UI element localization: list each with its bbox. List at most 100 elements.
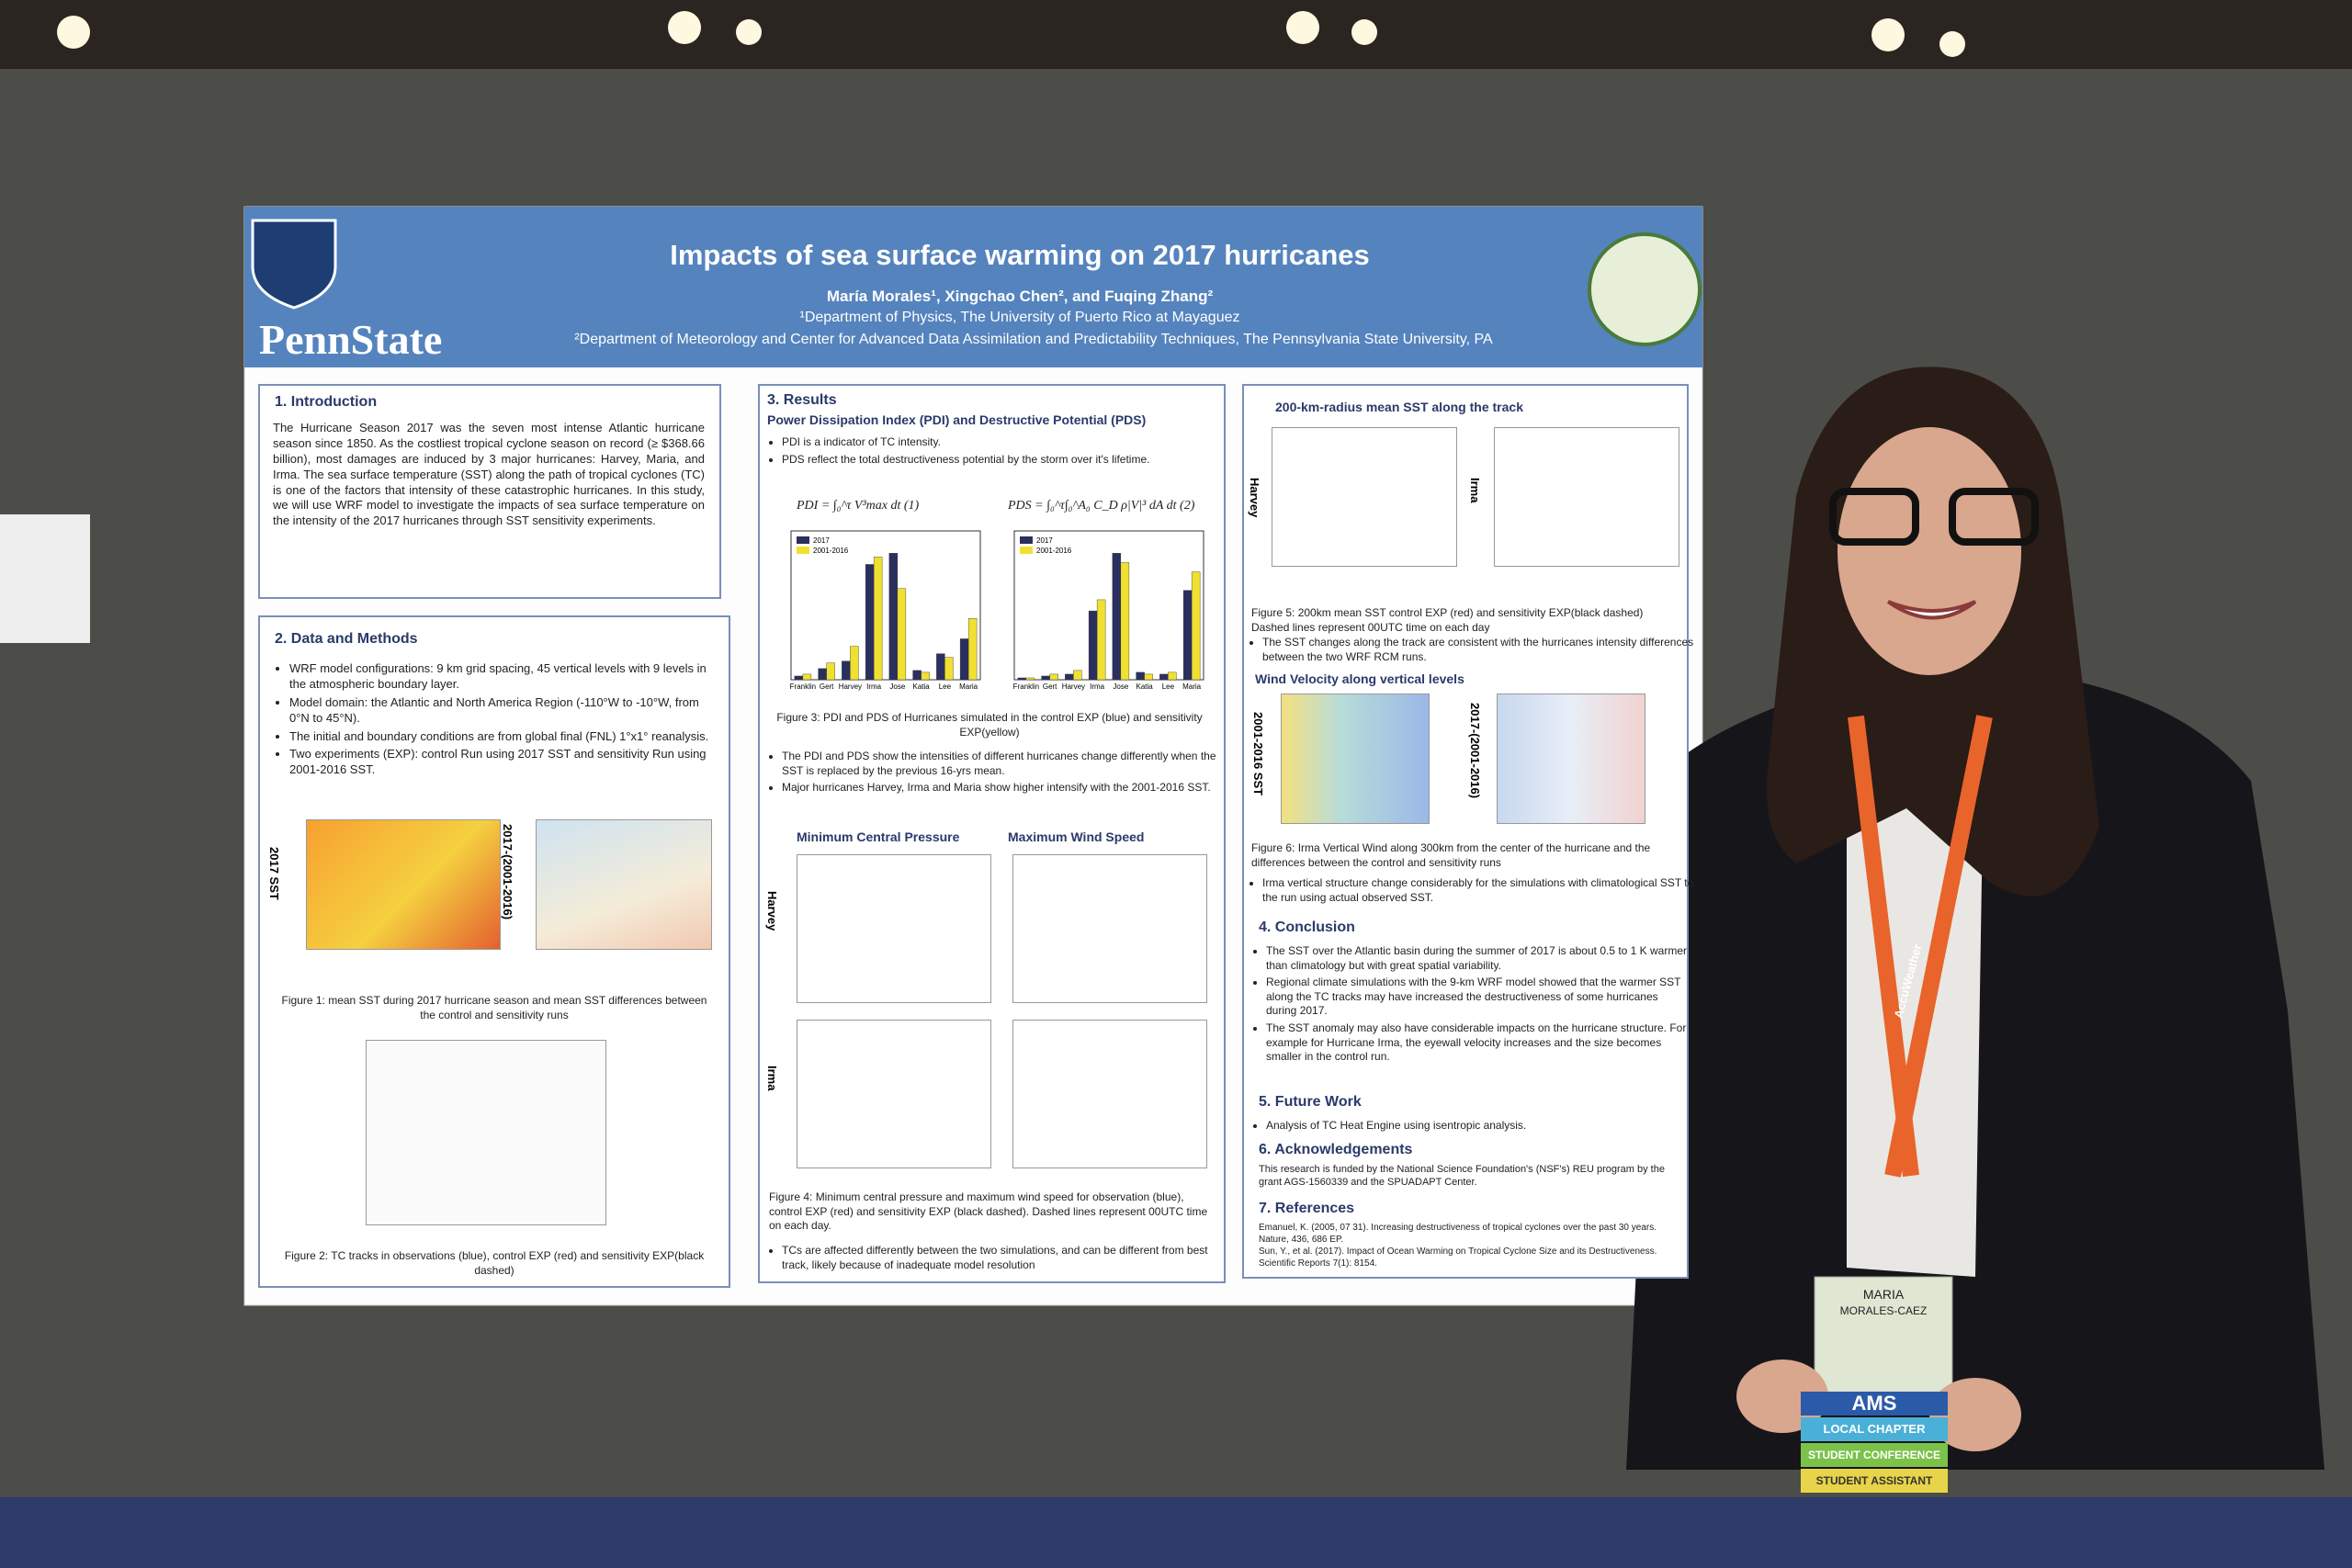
pressure-plot	[797, 1020, 991, 1168]
bar	[1017, 677, 1027, 681]
x-tick-label: Irma	[866, 682, 882, 691]
x-tick-label: Irma	[1090, 682, 1105, 691]
bar	[1088, 610, 1098, 681]
legend-label: 2001-2016	[1036, 547, 1072, 555]
reference: Sun, Y., et al. (2017). Impact of Ocean …	[1259, 1247, 1657, 1269]
bar	[1041, 675, 1050, 681]
wind-plot	[1012, 1020, 1207, 1168]
poster-header	[244, 207, 1702, 367]
pdi-chart: 2017 2001-2016 Franklin Gert Harvey Irma Jose K…	[790, 530, 981, 691]
ribbon: STUDENT ASSISTANT	[1801, 1469, 1948, 1493]
pressure-plot	[797, 854, 991, 1003]
bar	[921, 671, 930, 681]
bar	[1120, 562, 1130, 681]
x-tick-label: Katia	[1136, 682, 1154, 691]
bar	[826, 662, 835, 681]
bar	[850, 646, 859, 681]
x-tick-label: Gert	[820, 682, 834, 691]
figure-caption: Figure 5: 200km mean SST control EXP (re…	[1251, 606, 1644, 634]
intro-box: 1. Introduction The Hurricane Season 201…	[258, 384, 721, 599]
sst-track-plot	[1272, 427, 1457, 567]
x-tick-label: Harvey	[839, 682, 862, 691]
bullet: Analysis of TC Heat Engine using isentro…	[1266, 1119, 1689, 1134]
bullet: PDS reflect the total destructiveness po…	[782, 453, 1223, 468]
upr-seal	[1588, 232, 1702, 346]
bar	[1049, 673, 1058, 681]
sst-diff-map	[536, 819, 712, 950]
section-heading: 1. Introduction	[275, 394, 378, 410]
figure-heading: Maximum Wind Speed	[1008, 829, 1145, 844]
figure-caption: Figure 3: PDI and PDS of Hurricanes simu…	[776, 711, 1203, 739]
figure-caption: Figure 1: mean SST during 2017 hurricane…	[281, 994, 707, 1021]
reference: Emanuel, K. (2005, 07 31). Increasing de…	[1259, 1223, 1657, 1245]
figure-label: 2017-(2001-2016)	[501, 824, 514, 920]
legend-swatch	[797, 547, 809, 554]
bar	[1065, 673, 1074, 681]
bar	[865, 564, 875, 681]
bullet: The PDI and PDS show the intensities of …	[782, 750, 1223, 778]
bullet: The SST anomaly may also have considerab…	[1266, 1021, 1689, 1065]
section-heading: 2. Data and Methods	[275, 631, 418, 647]
bar	[1191, 571, 1201, 681]
bar	[1025, 677, 1035, 681]
ribbon: STUDENT CONFERENCE	[1801, 1443, 1948, 1467]
bar	[1182, 590, 1193, 681]
lights	[57, 11, 1965, 57]
x-tick-label: Jose	[1113, 682, 1128, 691]
face	[1838, 427, 2021, 675]
bullet-list: WRF model configurations: 9 km grid spac…	[273, 661, 721, 781]
figure-heading: Minimum Central Pressure	[797, 829, 960, 844]
track-map	[366, 1040, 606, 1225]
figure-caption: Figure 4: Minimum central pressure and m…	[769, 1190, 1208, 1233]
section-heading: 6. Acknowledgements	[1259, 1142, 1413, 1157]
bar	[1168, 671, 1177, 681]
x-tick-label: Lee	[939, 682, 952, 691]
legend-swatch	[1020, 536, 1033, 544]
poster-title: Impacts of sea surface warming on 2017 h…	[670, 239, 1370, 271]
bullet-list: Analysis of TC Heat Engine using isentro…	[1250, 1119, 1689, 1136]
equation: PDS = ∫₀^τ∫₀^A₀ C_D ρ|V|³ dA dt (2)	[1008, 499, 1195, 513]
figure-caption: Figure 6: Irma Vertical Wind along 300km…	[1251, 841, 1651, 869]
bar	[1096, 599, 1106, 681]
bar	[873, 557, 883, 681]
plot-frame	[1013, 530, 1204, 681]
x-tick-label: Gert	[1043, 682, 1057, 691]
results-box: 3. Results Power Dissipation Index (PDI)…	[758, 384, 1226, 1283]
x-tick-label: Franklin	[790, 682, 816, 691]
glasses-right	[1949, 488, 2039, 546]
bar	[897, 588, 907, 681]
bullet: WRF model configurations: 9 km grid spac…	[289, 661, 721, 693]
affiliation: ¹Department of Physics, The University o…	[799, 310, 1240, 325]
x-tick-label: Maria	[1182, 682, 1202, 691]
pds-chart: 2017 2001-2016 Franklin Gert Harvey Irma Jose K…	[1013, 530, 1204, 691]
subheading: Power Dissipation Index (PDI) and Destru…	[767, 412, 1147, 427]
bullet-list: Irma vertical structure change considera…	[1246, 876, 1694, 908]
bar	[936, 653, 945, 681]
bullet: Model domain: the Atlantic and North Ame…	[289, 695, 721, 727]
row-label: Irma	[765, 1066, 779, 1091]
bullet: Two experiments (EXP): control Run using…	[289, 747, 721, 778]
figure-label: 2017 SST	[267, 847, 281, 900]
bar	[794, 675, 804, 681]
bar	[912, 670, 922, 681]
figure-heading: 200-km-radius mean SST along the track	[1275, 400, 1523, 414]
bar	[888, 553, 899, 681]
affiliation: ²Department of Meteorology and Center fo…	[574, 332, 1493, 347]
wind-plot	[1012, 854, 1207, 1003]
bullet: The initial and boundary conditions are …	[289, 729, 721, 745]
section-heading: 3. Results	[767, 392, 837, 408]
glasses-left	[1829, 488, 1919, 546]
bullet: TCs are affected differently between the…	[782, 1244, 1223, 1272]
wind-section	[1281, 694, 1430, 824]
bullet-list: PDI is a indicator of TC intensity. PDS …	[765, 435, 1223, 469]
x-tick-label: Katia	[913, 682, 931, 691]
legend-label: 2001-2016	[813, 547, 849, 555]
bar	[1112, 553, 1122, 681]
wind-diff-section	[1497, 694, 1645, 824]
bullet: Regional climate simulations with the 9-…	[1266, 976, 1689, 1019]
bar	[944, 657, 954, 681]
bullet: Major hurricanes Harvey, Irma and Maria …	[782, 781, 1223, 795]
section-heading: 5. Future Work	[1259, 1094, 1362, 1110]
equation: PDI = ∫₀^τ V³max dt (1)	[797, 499, 920, 513]
